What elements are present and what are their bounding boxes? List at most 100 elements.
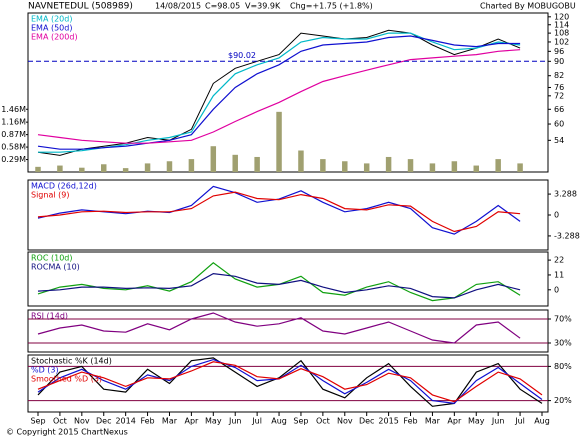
- panel-frame: [27, 309, 549, 353]
- y-tick-label: 80%: [554, 362, 572, 371]
- series-line: [37, 361, 543, 403]
- legend-entry: Signal (9): [31, 191, 69, 200]
- x-tick-label: Aug: [271, 417, 287, 426]
- legend-entry: MACD (26d,12d): [31, 182, 97, 191]
- y-tick-label: 70%: [554, 315, 572, 324]
- legend-entry: EMA (20d): [31, 15, 72, 24]
- x-tick-label: Dec: [96, 417, 111, 426]
- volume-bar: [298, 150, 304, 172]
- volume-bar: [342, 161, 348, 172]
- x-tick-label: Nov: [337, 417, 353, 426]
- legend-entry: ROC (10d): [31, 254, 72, 263]
- x-tick-label: Nov: [74, 417, 90, 426]
- x-tick-label: Jun: [491, 417, 505, 426]
- volume-bar: [254, 156, 260, 172]
- volume-bar: [363, 163, 370, 172]
- y-tick-label: 72: [554, 91, 564, 100]
- volume-bar: [166, 161, 173, 172]
- series-line: [37, 312, 521, 344]
- header-annotation: 14/08/2015: [155, 2, 201, 11]
- legend-entry: EMA (50d): [31, 24, 72, 33]
- series-line: [37, 49, 521, 144]
- y-tick-label: 90: [554, 57, 564, 66]
- y-tick-label: -3.288: [554, 231, 580, 240]
- y-tick-label: 120: [554, 12, 569, 21]
- y-tick-label: 54: [554, 136, 564, 145]
- x-tick-label: Jul: [251, 417, 262, 426]
- legend-entry: %D (3): [31, 366, 59, 375]
- panel-frame: [27, 354, 549, 413]
- volume-bar: [57, 165, 63, 172]
- x-tick-label: Sep: [293, 417, 308, 426]
- series-line: [37, 191, 521, 233]
- x-tick-label: Mar: [162, 417, 178, 426]
- x-tick-label: Oct: [316, 417, 330, 426]
- copyright: © Copyright 2015 ChartNexus: [6, 428, 128, 437]
- chart-title: NAVNETEDUL (508989): [28, 2, 133, 12]
- x-tick-label: Feb: [140, 417, 154, 426]
- price-line: [37, 29, 521, 156]
- x-tick-label: Sep: [30, 417, 45, 426]
- x-tick-label: Mar: [425, 417, 441, 426]
- y-tick-label: 102: [554, 37, 569, 46]
- legend-entry: RSI (14d): [31, 312, 68, 321]
- volume-bar: [101, 164, 107, 172]
- header-annotation: V=39.9K: [245, 2, 281, 11]
- volume-bar: [232, 154, 238, 172]
- y-tick-label: 0: [554, 285, 559, 294]
- x-tick-label: May: [468, 417, 485, 426]
- series-line: [37, 357, 543, 407]
- x-tick-label: Apr: [447, 417, 462, 426]
- volume-bar: [35, 166, 41, 172]
- y-tick-label: 66: [554, 105, 564, 114]
- legend-entry: Stochastic %K (14d): [31, 357, 112, 366]
- y-tick-label: 76: [554, 83, 564, 92]
- header-annotation: Charted By MOBUGOBU: [480, 2, 576, 11]
- y-tick-label: 108: [554, 29, 569, 38]
- x-tick-label: Apr: [184, 417, 199, 426]
- y-tick-label: 3.288: [554, 190, 577, 199]
- volume-bar: [495, 159, 501, 172]
- series-line: [37, 272, 521, 299]
- volume-bar: [429, 163, 436, 172]
- header-annotation: C=98.05: [205, 2, 240, 11]
- volume-bar: [320, 159, 326, 172]
- legend-entry: EMA (200d): [31, 33, 78, 42]
- x-tick-label: 2015: [378, 417, 398, 426]
- volume-bar: [451, 161, 458, 172]
- volume-bar: [473, 165, 479, 172]
- panel-frame: [27, 12, 549, 173]
- volume-bar: [385, 156, 392, 172]
- y-tick-label: 1.46M: [1, 105, 26, 114]
- volume-bar: [276, 111, 282, 172]
- x-tick-label: Dec: [359, 417, 374, 426]
- volume-bar: [144, 163, 151, 172]
- legend-entry: Smoothed %D (3): [31, 375, 102, 384]
- x-tick-label: May: [205, 417, 222, 426]
- y-tick-label: 82: [554, 71, 564, 80]
- volume-bar: [407, 159, 414, 172]
- series-line: [37, 35, 521, 150]
- series-line: [38, 32, 521, 153]
- volume-bar: [188, 159, 195, 172]
- y-tick-label: 0.29M: [1, 155, 26, 164]
- x-tick-label: Jun: [228, 417, 242, 426]
- x-tick-label: Aug: [534, 417, 550, 426]
- header-annotation: Chg=+1.75 (+1.8%): [290, 2, 373, 11]
- y-tick-label: 0: [554, 211, 559, 220]
- volume-bar: [210, 146, 217, 172]
- y-tick-label: 1.16M: [1, 118, 26, 127]
- y-tick-label: 11: [554, 270, 564, 279]
- volume-bar: [79, 167, 85, 172]
- y-tick-label: 0.58M: [1, 143, 26, 152]
- x-tick-label: Jul: [514, 417, 525, 426]
- y-tick-label: 96: [554, 47, 564, 56]
- volume-bar: [517, 163, 523, 172]
- level-label: $90.02: [228, 51, 256, 60]
- x-tick-label: 2014: [115, 417, 135, 426]
- volume-bar: [122, 168, 129, 172]
- y-tick-label: 0.87M: [1, 130, 26, 139]
- y-tick-label: 20%: [554, 396, 572, 405]
- panel-frame: [27, 251, 549, 307]
